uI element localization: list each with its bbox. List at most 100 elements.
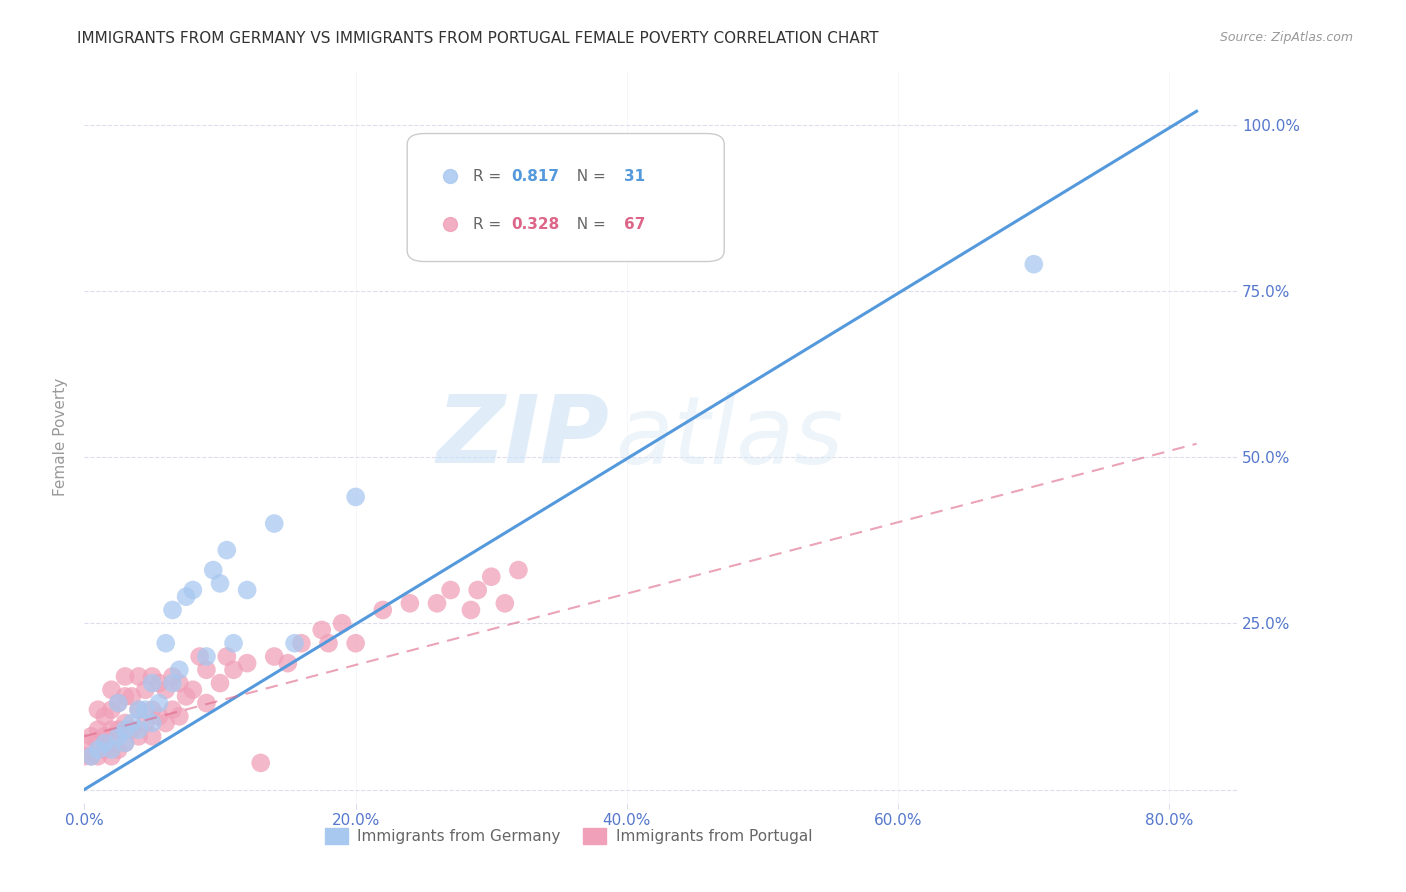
- Point: [73, 736, 96, 750]
- Point: [87, 723, 110, 737]
- Point: [215, 649, 238, 664]
- Point: [87, 736, 110, 750]
- Point: [318, 636, 340, 650]
- Point: [494, 596, 516, 610]
- Point: [100, 749, 122, 764]
- Point: [330, 616, 353, 631]
- Point: [344, 636, 367, 650]
- Point: [107, 723, 129, 737]
- Point: [222, 636, 245, 650]
- Point: [479, 570, 502, 584]
- Point: [141, 703, 163, 717]
- Point: [80, 749, 103, 764]
- Point: [426, 596, 449, 610]
- Point: [277, 656, 299, 670]
- Point: [128, 729, 150, 743]
- Point: [87, 742, 110, 756]
- Point: [121, 716, 143, 731]
- Point: [208, 676, 231, 690]
- Point: [290, 636, 312, 650]
- Point: [107, 729, 129, 743]
- Point: [263, 649, 285, 664]
- Text: 0.817: 0.817: [510, 169, 560, 184]
- Text: atlas: atlas: [614, 392, 844, 483]
- Point: [208, 576, 231, 591]
- Point: [215, 543, 238, 558]
- Point: [148, 696, 170, 710]
- Point: [202, 563, 225, 577]
- Point: [467, 582, 489, 597]
- Point: [195, 663, 218, 677]
- Text: N =: N =: [568, 217, 612, 232]
- Point: [162, 669, 184, 683]
- Point: [249, 756, 271, 770]
- Point: [93, 709, 115, 723]
- Point: [460, 603, 482, 617]
- Point: [399, 596, 422, 610]
- Point: [169, 676, 191, 690]
- Text: ZIP: ZIP: [436, 391, 609, 483]
- Point: [181, 582, 204, 597]
- Point: [284, 636, 307, 650]
- Point: [155, 682, 177, 697]
- Point: [503, 256, 526, 270]
- Point: [114, 669, 136, 683]
- Point: [503, 213, 526, 227]
- Point: [141, 676, 163, 690]
- Point: [1022, 257, 1045, 271]
- Point: [87, 749, 110, 764]
- Text: IMMIGRANTS FROM GERMANY VS IMMIGRANTS FROM PORTUGAL FEMALE POVERTY CORRELATION C: IMMIGRANTS FROM GERMANY VS IMMIGRANTS FR…: [77, 31, 879, 46]
- Point: [134, 703, 156, 717]
- Point: [93, 729, 115, 743]
- Text: Source: ZipAtlas.com: Source: ZipAtlas.com: [1219, 31, 1353, 45]
- Point: [80, 729, 103, 743]
- Point: [73, 749, 96, 764]
- Point: [114, 690, 136, 704]
- Point: [195, 649, 218, 664]
- Point: [169, 663, 191, 677]
- Point: [128, 703, 150, 717]
- Point: [100, 736, 122, 750]
- Text: 31: 31: [624, 169, 645, 184]
- Point: [148, 676, 170, 690]
- Point: [174, 590, 197, 604]
- Point: [100, 742, 122, 756]
- Point: [439, 582, 461, 597]
- Text: 67: 67: [624, 217, 645, 232]
- Point: [107, 742, 129, 756]
- Point: [141, 716, 163, 731]
- Point: [174, 690, 197, 704]
- Point: [236, 582, 259, 597]
- Point: [128, 723, 150, 737]
- Point: [155, 636, 177, 650]
- Point: [114, 716, 136, 731]
- Text: 0.328: 0.328: [510, 217, 560, 232]
- Point: [141, 669, 163, 683]
- Point: [162, 703, 184, 717]
- Point: [80, 749, 103, 764]
- FancyBboxPatch shape: [408, 134, 724, 261]
- Point: [263, 516, 285, 531]
- Point: [162, 676, 184, 690]
- Point: [107, 696, 129, 710]
- Point: [148, 709, 170, 723]
- Point: [162, 603, 184, 617]
- Point: [121, 690, 143, 704]
- Y-axis label: Female Poverty: Female Poverty: [52, 378, 67, 496]
- Point: [128, 669, 150, 683]
- Point: [107, 696, 129, 710]
- Point: [188, 649, 211, 664]
- Text: N =: N =: [568, 169, 612, 184]
- Point: [141, 729, 163, 743]
- Point: [128, 703, 150, 717]
- Point: [100, 703, 122, 717]
- Point: [100, 723, 122, 737]
- Point: [155, 716, 177, 731]
- Point: [371, 603, 394, 617]
- Point: [311, 623, 333, 637]
- Point: [134, 716, 156, 731]
- Point: [114, 736, 136, 750]
- Point: [508, 563, 530, 577]
- Point: [236, 656, 259, 670]
- Point: [181, 682, 204, 697]
